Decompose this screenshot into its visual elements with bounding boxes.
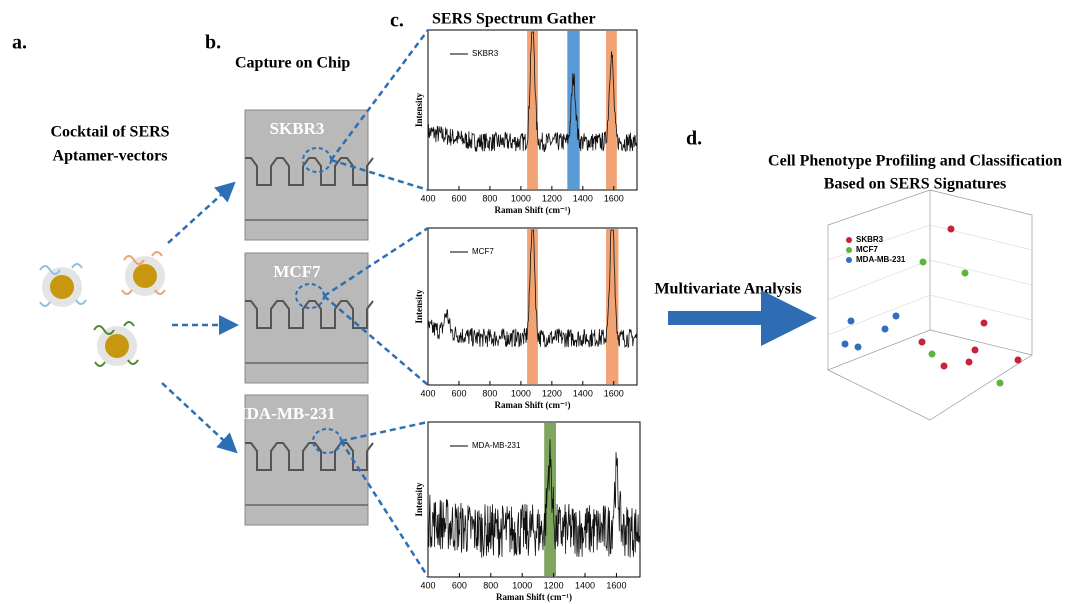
- legend-label: SKBR3: [472, 49, 499, 58]
- x-tick-label: 1600: [606, 580, 626, 590]
- chip-trap: [245, 300, 374, 329]
- legend-label: MDA-MB-231: [472, 441, 521, 450]
- x-tick-label: 800: [482, 193, 497, 203]
- panel-label: c.: [390, 10, 404, 32]
- legend-marker: [846, 247, 852, 253]
- x-tick-label: 1600: [604, 193, 624, 203]
- x-tick-label: 1400: [573, 388, 593, 398]
- chip-image: [244, 252, 369, 384]
- panel-label: d.: [686, 128, 702, 150]
- scatter-points: [841, 225, 1022, 387]
- x-tick-label: 1200: [544, 580, 564, 590]
- x-axis-label: Raman Shift (cm⁻¹): [495, 205, 571, 215]
- x-tick-label: 800: [482, 388, 497, 398]
- x-tick-label: 600: [452, 580, 467, 590]
- spectrum-line: [427, 229, 638, 349]
- connector: [340, 420, 429, 443]
- highlight-band: [567, 31, 580, 189]
- y-axis-label: Intensity: [414, 289, 424, 324]
- highlight-band: [606, 31, 617, 189]
- scatter-3d: [827, 189, 1033, 421]
- x-tick-label: 1000: [511, 193, 531, 203]
- legend-label: MDA-MB-231: [856, 255, 906, 264]
- x-axis-label: Raman Shift (cm⁻¹): [496, 592, 572, 602]
- x-tick-label: 600: [451, 388, 466, 398]
- x-tick-label: 1000: [511, 388, 531, 398]
- x-tick-label: 1400: [575, 580, 595, 590]
- y-axis-label: Intensity: [414, 482, 424, 517]
- highlight-band: [527, 31, 538, 189]
- arrow-label: Multivariate Analysis: [654, 281, 801, 298]
- chip-label: SKBR3: [270, 119, 325, 138]
- connector: [323, 295, 429, 386]
- panel-label: b.: [205, 32, 221, 54]
- legend-label: MCF7: [856, 245, 878, 254]
- legend-marker: [846, 257, 852, 263]
- panel-title: Based on SERS Signatures: [824, 176, 1006, 193]
- panel-title: Cocktail of SERS: [50, 124, 169, 141]
- chip-image: [244, 109, 369, 241]
- connector: [330, 158, 429, 192]
- panel-title: Cell Phenotype Profiling and Classificat…: [768, 153, 1062, 170]
- arrows: [161, 181, 239, 454]
- connector: [329, 29, 430, 161]
- panel-label: a.: [12, 32, 27, 54]
- x-tick-label: 1400: [573, 193, 593, 203]
- plot-frame: [427, 421, 641, 578]
- chip-label: MCF7: [273, 262, 321, 281]
- x-axis-label: Raman Shift (cm⁻¹): [495, 400, 571, 410]
- legend-label: SKBR3: [856, 235, 884, 244]
- highlight-band: [606, 229, 619, 384]
- nanoparticles: [39, 251, 166, 367]
- panel-title: Aptamer-vectors: [53, 148, 168, 165]
- x-tick-label: 1600: [604, 388, 624, 398]
- connector: [339, 440, 430, 578]
- panel-title: Capture on Chip: [235, 55, 350, 72]
- x-tick-label: 800: [483, 580, 498, 590]
- x-tick-label: 600: [451, 193, 466, 203]
- legend-marker: [846, 237, 852, 243]
- x-tick-label: 400: [420, 388, 435, 398]
- highlight-band: [527, 229, 538, 384]
- highlight-band: [544, 423, 556, 576]
- x-tick-label: 1000: [512, 580, 532, 590]
- x-tick-label: 1200: [542, 193, 562, 203]
- panel-title: SERS Spectrum Gather: [432, 11, 596, 28]
- legend-label: MCF7: [472, 247, 494, 256]
- spectrum-line: [427, 31, 638, 152]
- x-tick-label: 1200: [542, 388, 562, 398]
- chip-label: MDA-MB-231: [231, 404, 336, 423]
- spectrum-line: [427, 439, 641, 558]
- y-axis-label: Intensity: [414, 93, 424, 128]
- x-tick-label: 400: [420, 193, 435, 203]
- connector: [323, 226, 429, 298]
- chip-trap: [245, 442, 374, 471]
- x-tick-label: 400: [420, 580, 435, 590]
